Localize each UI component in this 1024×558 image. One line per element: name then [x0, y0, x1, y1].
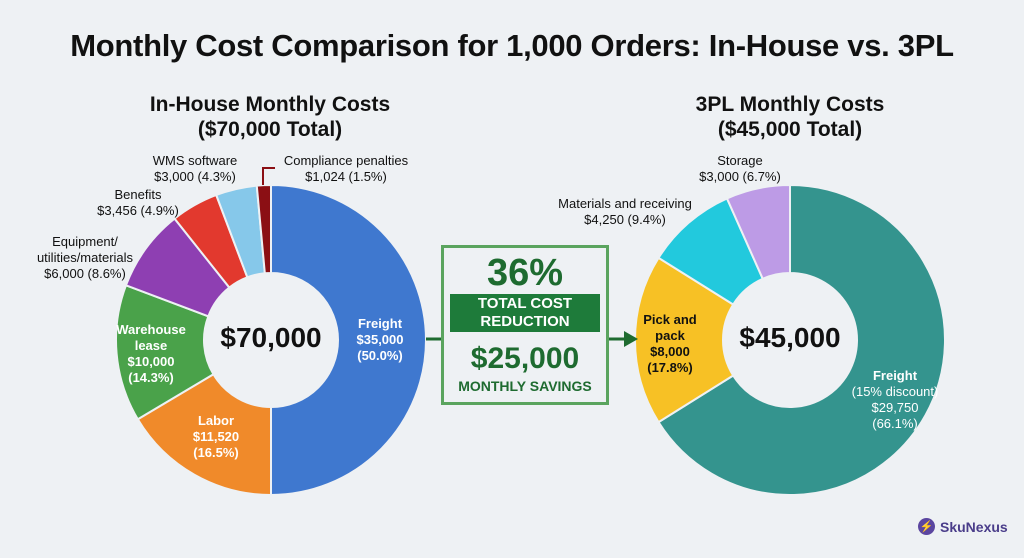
- reduction-percent: 36%: [486, 252, 564, 294]
- band-line1: TOTAL COST: [477, 295, 573, 312]
- savings-summary-box: 36% TOTAL COST REDUCTION $25,000 MONTHLY…: [441, 245, 609, 405]
- label-benefits: Benefits $3,456 (4.9%): [97, 187, 179, 218]
- label-materials-receiving: Materials and receiving $4,250 (9.4%): [558, 196, 692, 227]
- band-line2: REDUCTION: [480, 313, 570, 330]
- right-subtitle-line1: 3PL Monthly Costs: [695, 93, 885, 116]
- right-donut: [634, 183, 946, 496]
- slice-storage: [725, 183, 791, 281]
- right-center-total: $45,000: [739, 322, 841, 353]
- left-subtitle: In-House Monthly Costs ($70,000 Total): [120, 92, 420, 142]
- slice-freight: [270, 183, 427, 497]
- slice-freight-15-discount-: [657, 183, 946, 496]
- brand-name: SkuNexus: [940, 518, 1008, 535]
- left-center-total: $70,000: [220, 322, 322, 353]
- slice-compliance-penalties: [255, 183, 272, 275]
- label-freight-3pl: Freight (15% discount) $29,750 (66.1%): [851, 368, 939, 431]
- label-compliance-penalties: Compliance penalties $1,024 (1.5%): [283, 153, 409, 184]
- slice-labor: [136, 372, 272, 497]
- slice-pick-and-pack: [634, 256, 735, 424]
- lightning-logo-icon: ⚡: [918, 518, 935, 535]
- right-subtitle-line2: ($45,000 Total): [717, 118, 863, 141]
- label-freight-inhouse: Freight $35,000 (50.0%): [356, 316, 404, 363]
- reduction-band: TOTAL COST REDUCTION: [450, 294, 600, 332]
- right-subtitle: 3PL Monthly Costs ($45,000 Total): [640, 92, 940, 142]
- label-storage: Storage $3,000 (6.7%): [699, 153, 781, 184]
- brand-logo: ⚡ SkuNexus: [918, 518, 1008, 535]
- chart-title: Monthly Cost Comparison for 1,000 Orders…: [70, 28, 954, 63]
- label-pick-and-pack: Pick and pack $8,000 (17.8%): [643, 312, 697, 375]
- label-labor: Labor $11,520 (16.5%): [192, 413, 240, 460]
- savings-amount: $25,000: [470, 342, 580, 375]
- compliance-leader-line: [262, 167, 275, 185]
- savings-label: MONTHLY SAVINGS: [458, 378, 592, 394]
- left-subtitle-line2: ($70,000 Total): [197, 118, 343, 141]
- left-donut: [115, 183, 427, 497]
- slice-warehouse-lease: [115, 283, 215, 421]
- arrow-head-icon: [624, 331, 638, 347]
- label-warehouse-lease: Warehouse lease $10,000 (14.3%): [116, 322, 186, 385]
- label-equipment: Equipment/utilities/materials $6,000 (8.6…: [36, 234, 134, 281]
- left-subtitle-line1: In-House Monthly Costs: [149, 93, 391, 116]
- label-wms-software: WMS software $3,000 (4.3%): [152, 153, 238, 184]
